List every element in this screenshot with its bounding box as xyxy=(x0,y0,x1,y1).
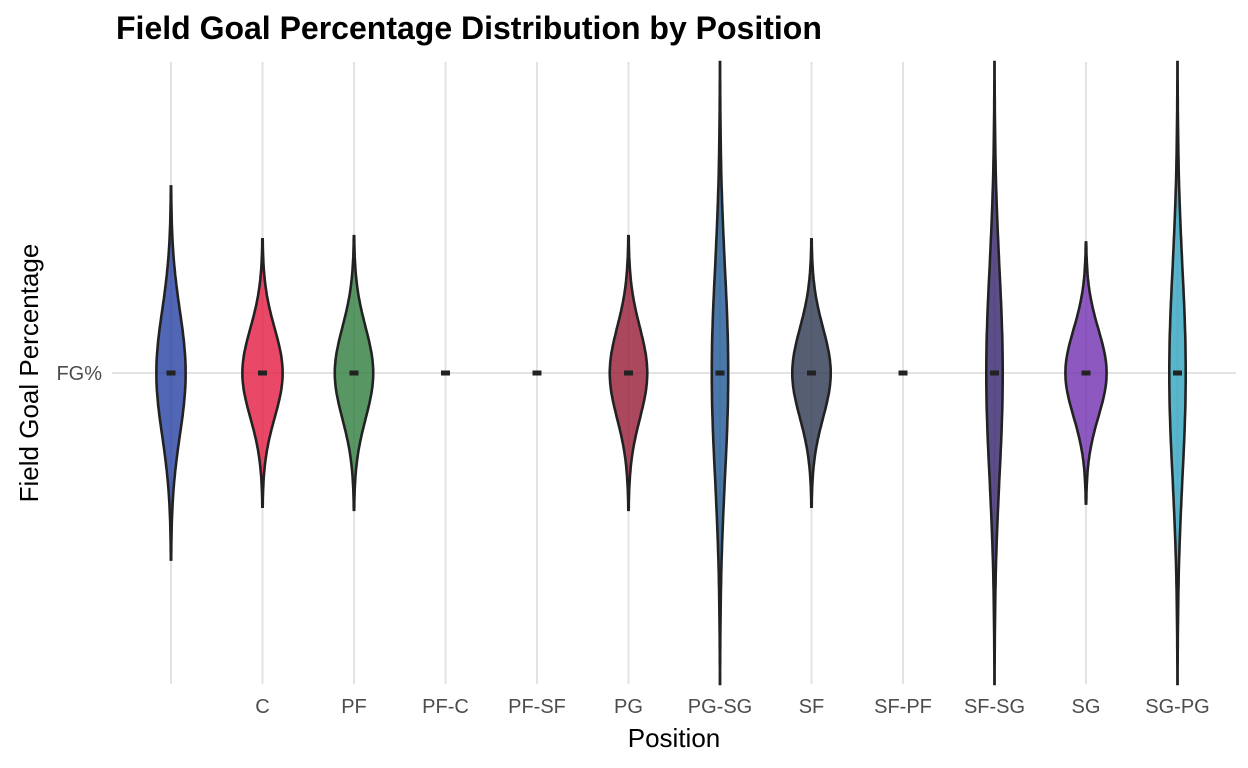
violins xyxy=(155,60,1187,686)
x-tick-label: C xyxy=(255,696,269,718)
x-tick-label: SG-PG xyxy=(1145,696,1209,718)
x-tick-label: SG xyxy=(1072,696,1101,718)
x-tick-label: PG xyxy=(614,696,643,718)
x-tick-labels: C PF PF-C PF-SF PG PG-SG SF SF-PF SF-SG SG SG-PG xyxy=(255,696,1209,718)
median-marker xyxy=(715,370,725,376)
x-tick-label: SF-SG xyxy=(964,696,1025,718)
x-tick-label: SF xyxy=(799,696,825,718)
median-marker xyxy=(1173,370,1182,376)
median-marker xyxy=(898,370,908,376)
median-marker xyxy=(441,370,450,376)
median-marker xyxy=(532,370,542,376)
median-marker xyxy=(166,370,176,376)
median-marker xyxy=(807,370,816,376)
median-marker xyxy=(624,370,633,376)
y-tick-label: FG% xyxy=(56,363,102,385)
x-tick-label: SF-PF xyxy=(874,696,932,718)
chart-title: Field Goal Percentage Distribution by Po… xyxy=(116,10,822,46)
x-tick-label: PF-C xyxy=(422,696,469,718)
x-tick-label: PF xyxy=(341,696,367,718)
median-marker xyxy=(1081,370,1091,376)
median-marker xyxy=(258,370,267,376)
x-tick-label: PF-SF xyxy=(508,696,566,718)
y-tick-labels: FG% xyxy=(56,363,102,385)
y-axis-title: Field Goal Percentage xyxy=(14,244,44,503)
median-marker xyxy=(990,370,999,376)
x-tick-label: PG-SG xyxy=(688,696,752,718)
median-marker xyxy=(349,370,359,376)
x-axis-title: Position xyxy=(628,723,721,753)
